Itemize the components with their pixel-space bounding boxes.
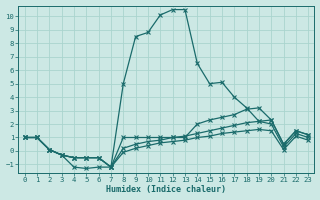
- X-axis label: Humidex (Indice chaleur): Humidex (Indice chaleur): [107, 185, 227, 194]
